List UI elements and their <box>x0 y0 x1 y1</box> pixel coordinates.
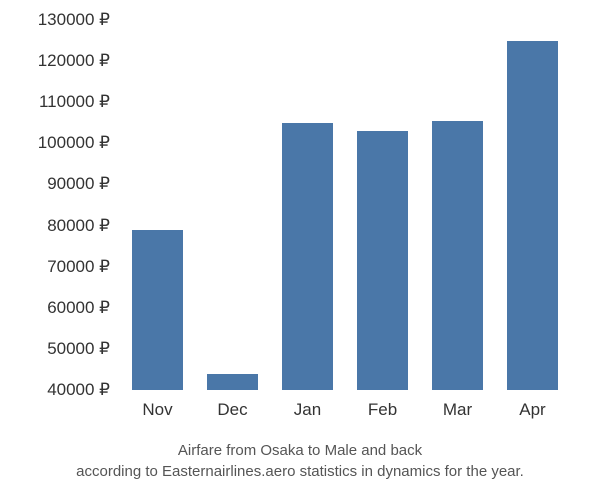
caption-line-1: Airfare from Osaka to Male and back <box>0 440 600 461</box>
y-tick-label: 80000 ₽ <box>47 216 110 236</box>
x-tick-label: Mar <box>443 400 472 420</box>
bar-apr <box>507 41 558 390</box>
y-axis: 40000 ₽50000 ₽60000 ₽70000 ₽80000 ₽90000… <box>20 20 115 390</box>
y-tick-label: 90000 ₽ <box>47 174 110 194</box>
y-tick-label: 50000 ₽ <box>47 339 110 359</box>
plot-area <box>120 20 570 390</box>
y-tick-label: 110000 ₽ <box>39 92 110 112</box>
x-tick-label: Apr <box>519 400 545 420</box>
bar-mar <box>432 121 483 390</box>
airfare-chart: 40000 ₽ 50000 ₽ 60000 ₽ 70000 ₽ 80000 ₽ 90000… <box>20 10 580 430</box>
x-axis: Nov Dec Jan Feb Mar Apr <box>120 395 570 425</box>
bar-jan <box>282 123 333 390</box>
x-tick-label: Jan <box>294 400 321 420</box>
x-tick-label: Feb <box>368 400 397 420</box>
x-tick-label: Nov <box>142 400 172 420</box>
bar-feb <box>357 131 408 390</box>
bar-nov <box>132 230 183 390</box>
y-tick-label: 60000 ₽ <box>47 298 110 318</box>
y-tick-label: 40000 ₽ <box>47 380 110 400</box>
bar-dec <box>207 374 258 390</box>
y-tick-label: 100000 ₽ <box>38 133 110 153</box>
caption-line-2: according to Easternairlines.aero statis… <box>0 461 600 482</box>
x-tick-label: Dec <box>217 400 247 420</box>
y-tick-label: 70000 ₽ <box>47 257 110 277</box>
y-tick-label: 120000 ₽ <box>38 51 110 71</box>
y-tick-label: 130000 ₽ <box>38 10 110 30</box>
